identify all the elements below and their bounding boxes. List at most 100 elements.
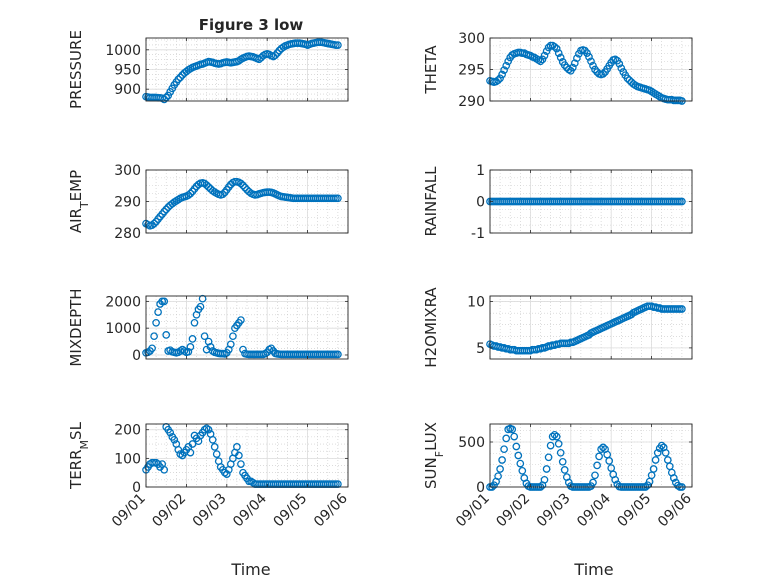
- data-point: [550, 430, 559, 439]
- x-tick-label: 09/03: [534, 491, 574, 531]
- data-point: [498, 456, 506, 464]
- y-tick-label: 200: [114, 423, 141, 439]
- data-point: [239, 345, 247, 354]
- data-point: [540, 475, 549, 484]
- data-point: [510, 432, 519, 441]
- data-point: [540, 51, 549, 60]
- data-point: [585, 53, 593, 61]
- mixdepth-panel: 0 1000 2000 MIXDEPTH: [67, 288, 349, 367]
- data-point: [550, 42, 559, 51]
- axes-box: [145, 295, 349, 360]
- data-point: [502, 61, 511, 70]
- y-axis-label: RAINFALL: [422, 166, 440, 237]
- terr-msl-panel: 0 100 200 09/01 09/02 09/03 09/04 09/05 09/06 TER…: [67, 421, 351, 530]
- y-tick-label: 10: [467, 295, 485, 311]
- data-point: [233, 443, 241, 451]
- data-point: [593, 461, 601, 470]
- data-point: [148, 344, 156, 353]
- data-point: [237, 179, 245, 188]
- data-point: [188, 335, 197, 343]
- data-point: [494, 472, 502, 481]
- data-point: [184, 347, 193, 356]
- data-point: [210, 443, 219, 451]
- data-point: [188, 440, 197, 448]
- data-point: [237, 460, 245, 468]
- data-point: [166, 428, 175, 437]
- data-point: [202, 181, 211, 189]
- data-point: [573, 54, 581, 63]
- axes-box: [145, 423, 349, 488]
- h2omixra-panel: 5 10 H2OMIXRA: [422, 287, 693, 368]
- data-point: [678, 197, 686, 206]
- data-point: [500, 66, 508, 74]
- y-tick-label: 290: [114, 195, 141, 211]
- data-point: [160, 207, 169, 216]
- x-tick-label: 09/01: [109, 491, 149, 531]
- data-point: [160, 297, 169, 306]
- data-point: [560, 466, 569, 474]
- data-point: [556, 53, 565, 62]
- x-tick-label: 09/06: [311, 490, 351, 530]
- data-point: [204, 425, 213, 434]
- data-point: [498, 70, 506, 79]
- data-point: [170, 435, 179, 444]
- data-point: [536, 57, 545, 66]
- data-point: [208, 435, 217, 444]
- data-point: [241, 183, 249, 192]
- y-axis-label: TERRMSL: [67, 421, 91, 490]
- y-tick-label: 900: [114, 82, 141, 98]
- data-point: [649, 465, 658, 473]
- y-tick-label: 295: [458, 63, 485, 79]
- data-point: [200, 332, 209, 341]
- data-point: [611, 475, 620, 484]
- data-point: [496, 74, 504, 83]
- y-tick-label: 2000: [105, 294, 141, 310]
- data-point: [508, 425, 517, 434]
- data-point: [554, 49, 563, 57]
- y-tick-label: -1: [471, 226, 485, 242]
- data-point: [544, 453, 553, 462]
- x-tick-label: 09/04: [574, 490, 614, 530]
- data-point: [235, 451, 243, 460]
- data-point: [494, 76, 502, 85]
- data-point: [229, 332, 237, 341]
- y-tick-label: 300: [458, 31, 485, 47]
- data-point: [239, 181, 247, 190]
- data-point: [599, 70, 607, 78]
- data-point: [625, 76, 634, 85]
- data-point: [150, 219, 158, 228]
- data-point: [174, 75, 183, 84]
- data-point: [516, 459, 525, 468]
- data-point: [154, 308, 162, 316]
- x-tick-label: 09/05: [615, 491, 655, 531]
- data-point: [653, 448, 662, 457]
- data-point: [271, 51, 280, 60]
- y-tick-label: 500: [458, 435, 485, 451]
- y-tick-label: 0: [476, 195, 485, 211]
- data-point: [542, 47, 551, 56]
- data-point: [669, 474, 678, 482]
- y-axis-label: SUNFLUX: [422, 422, 446, 489]
- data-point: [568, 63, 577, 72]
- data-point: [583, 49, 591, 57]
- data-point: [661, 448, 670, 457]
- data-point: [186, 343, 195, 351]
- x-tick-label: 09/02: [493, 491, 533, 531]
- air-temp-panel: 280 290 300 AIRTEMP: [67, 163, 349, 242]
- data-point: [496, 465, 504, 473]
- data-point: [548, 432, 557, 441]
- data-point: [500, 445, 508, 454]
- data-point: [162, 205, 171, 214]
- data-point: [160, 95, 169, 104]
- data-point: [150, 332, 158, 341]
- data-point: [212, 450, 221, 458]
- y-tick-label: 0: [132, 348, 141, 364]
- data-point: [222, 470, 231, 478]
- data-point: [552, 44, 561, 53]
- x-tick-label: 09/05: [271, 491, 311, 531]
- data-point: [514, 451, 523, 460]
- y-tick-label: 280: [114, 226, 141, 242]
- data-point: [502, 434, 511, 443]
- y-axis-label: AIRTEMP: [67, 170, 91, 233]
